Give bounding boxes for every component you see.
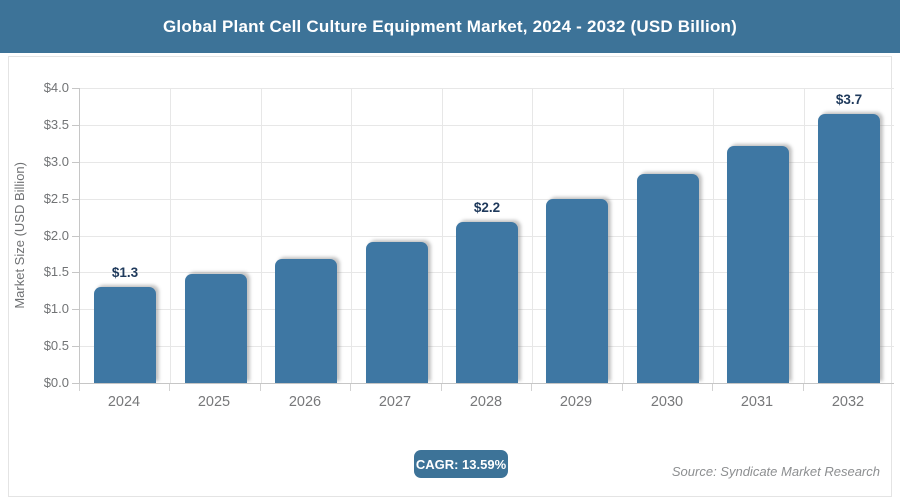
y-tick bbox=[72, 383, 79, 384]
x-tick bbox=[622, 384, 623, 391]
bar-2028 bbox=[456, 222, 518, 383]
y-axis: $0.0 $0.5 $1.0 $1.5 $2.0 $2.5 $3.0 $3.5 $4.0 bbox=[30, 80, 79, 390]
x-tick bbox=[712, 384, 713, 391]
gridline-vertical bbox=[261, 88, 262, 383]
y-axis-title: Market Size (USD Billion) bbox=[8, 88, 30, 383]
bar-2025 bbox=[185, 274, 247, 383]
gridline-horizontal bbox=[80, 88, 894, 89]
y-tick bbox=[72, 272, 79, 273]
x-axis: 2024 2025 2026 2027 2028 2029 2030 2031 2032 bbox=[79, 384, 893, 418]
bar-2024 bbox=[94, 287, 156, 383]
gridline-vertical bbox=[351, 88, 352, 383]
gridline-vertical bbox=[804, 88, 805, 383]
bar-2027 bbox=[366, 242, 428, 383]
x-tick bbox=[803, 384, 804, 391]
gridline-vertical bbox=[623, 88, 624, 383]
cagr-label: CAGR: 13.59% bbox=[415, 456, 507, 472]
y-tick-label: $1.5 bbox=[43, 264, 69, 279]
bar-2030 bbox=[637, 174, 699, 383]
x-tick bbox=[350, 384, 351, 391]
bar-value-label: $2.2 bbox=[473, 200, 501, 215]
x-tick-label: 2026 bbox=[288, 394, 322, 410]
y-tick-label: $3.0 bbox=[43, 154, 69, 169]
y-tick-label: $3.5 bbox=[43, 117, 69, 132]
x-tick-label: 2028 bbox=[469, 394, 503, 410]
x-tick bbox=[441, 384, 442, 391]
y-tick bbox=[72, 309, 79, 310]
y-tick-label: $4.0 bbox=[43, 80, 69, 95]
y-tick bbox=[72, 88, 79, 89]
y-tick bbox=[72, 125, 79, 126]
gridline-vertical bbox=[170, 88, 171, 383]
plot-area: $1.3 $2.2 $3.7 bbox=[79, 88, 894, 384]
x-tick-label: 2027 bbox=[378, 394, 412, 410]
gridline-horizontal bbox=[80, 198, 894, 200]
y-tick-label: $0.5 bbox=[43, 338, 69, 353]
bar-2026 bbox=[275, 259, 337, 383]
y-tick-label: $2.0 bbox=[43, 228, 69, 243]
source-credit: Source: Syndicate Market Research bbox=[671, 464, 880, 479]
y-tick bbox=[72, 346, 79, 347]
bar-2029 bbox=[546, 199, 608, 383]
x-tick-label: 2025 bbox=[197, 394, 231, 410]
x-tick bbox=[260, 384, 261, 391]
y-axis-title-text: Market Size (USD Billion) bbox=[11, 162, 27, 309]
gridline-horizontal bbox=[80, 161, 894, 163]
gridline-vertical bbox=[442, 88, 443, 383]
bar-value-label: $3.7 bbox=[835, 92, 863, 107]
x-tick-label: 2030 bbox=[650, 394, 684, 410]
y-tick bbox=[72, 236, 79, 237]
y-tick-label: $1.0 bbox=[43, 301, 69, 316]
bar-2031 bbox=[727, 146, 789, 383]
chart-title: Global Plant Cell Culture Equipment Mark… bbox=[163, 16, 737, 36]
y-tick bbox=[72, 162, 79, 163]
x-tick bbox=[79, 384, 80, 391]
x-tick-label: 2032 bbox=[831, 394, 865, 410]
gridline-horizontal bbox=[80, 124, 894, 126]
y-tick-label: $0.0 bbox=[43, 375, 69, 390]
bar-value-label: $1.3 bbox=[111, 265, 139, 280]
x-tick-label: 2031 bbox=[740, 394, 774, 410]
y-tick-label: $2.5 bbox=[43, 191, 69, 206]
x-tick-label: 2029 bbox=[559, 394, 593, 410]
x-tick-label: 2024 bbox=[107, 394, 141, 410]
x-tick bbox=[169, 384, 170, 391]
bar-2032 bbox=[818, 114, 880, 383]
gridline-vertical bbox=[532, 88, 533, 383]
gridline-vertical bbox=[713, 88, 714, 383]
chart-title-bar: Global Plant Cell Culture Equipment Mark… bbox=[0, 0, 900, 53]
x-tick bbox=[531, 384, 532, 391]
y-tick bbox=[72, 199, 79, 200]
cagr-badge: CAGR: 13.59% bbox=[414, 450, 508, 478]
